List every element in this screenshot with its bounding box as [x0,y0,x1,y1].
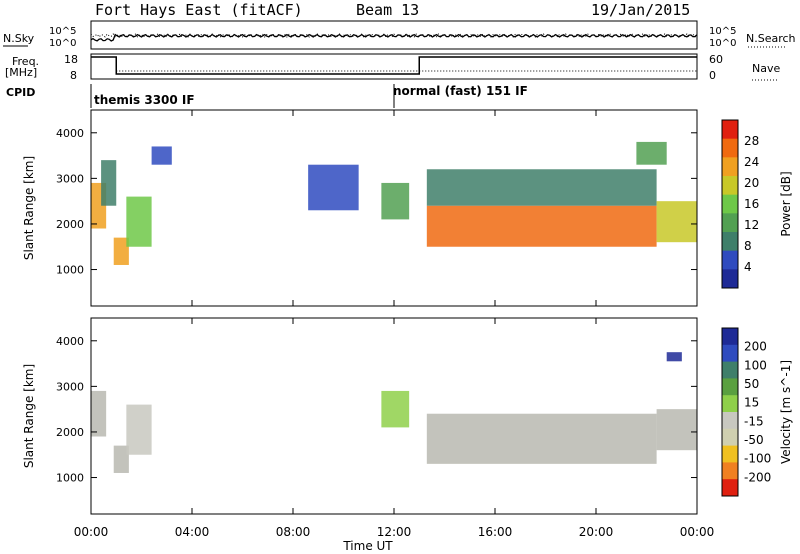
power-region [381,182,410,220]
colorbar-tick-label: -200 [744,470,771,484]
noise-tick-high-right: 10^5 [709,26,737,37]
power-region [151,146,172,165]
colorbar-tick-label: -100 [744,452,771,466]
y-axis-label: Slant Range [km] [22,364,36,468]
velocity-region [113,445,129,473]
freq-label: Freq. [12,55,40,68]
colorbar-swatch [722,344,738,363]
x-tick-label: 12:00 [377,525,412,539]
x-tick-label: 08:00 [276,525,311,539]
station-title: Fort Hays East (fitACF) [95,1,303,19]
y-tick-label: 4000 [56,127,84,140]
cpid-segment-1: themis 3300 IF [94,93,195,107]
y-tick-label: 4000 [56,335,84,348]
velocity-region [126,404,152,455]
y-tick-label: 3000 [56,172,84,185]
velocity-region [91,390,107,437]
colorbar-swatch [722,232,738,252]
colorbar-swatch [722,269,738,289]
power-region [426,169,657,206]
velocity-region [666,352,682,362]
cpid-label: CPID [6,86,36,99]
colorbar-swatch [722,138,738,158]
power-region [426,205,657,247]
date-label: 19/Jan/2015 [591,1,691,19]
x-tick-label: 16:00 [478,525,513,539]
colorbar-swatch [722,213,738,233]
velocity-region [381,390,410,428]
colorbar-tick-label: 16 [744,197,759,211]
colorbar-tick-label: 12 [744,218,759,232]
colorbar-label: Velocity [m s^-1] [779,360,793,464]
colorbar-tick-label: 4 [744,260,752,274]
freq-tick-low: 8 [70,69,77,82]
colorbar-swatch [722,445,738,463]
colorbar-swatch [722,250,738,270]
noise-tick-low-right: 10^0 [709,38,737,49]
y-tick-label: 1000 [56,472,84,485]
power-region [101,160,117,206]
colorbar-tick-label: 20 [744,176,759,190]
x-axis-label: Time UT [342,539,393,553]
colorbar-tick-label: -50 [744,433,764,447]
colorbar-swatch [722,395,738,413]
colorbar-tick-label: 200 [744,340,767,354]
cpid-segment-2: normal (fast) 151 IF [393,84,528,98]
colorbar-tick-label: 24 [744,155,759,169]
y-tick-label: 1000 [56,264,84,277]
colorbar-swatch [722,428,738,447]
colorbar-swatch [722,361,738,379]
nave-tick-high: 60 [709,53,723,66]
freq-unit-label: [MHz] [5,66,38,79]
colorbar-swatch [722,176,738,196]
velocity-region [656,409,697,451]
colorbar-swatch [722,479,738,497]
x-tick-label: 00:00 [680,525,715,539]
y-tick-label: 3000 [56,380,84,393]
colorbar-swatch [722,194,738,214]
colorbar-tick-label: 100 [744,358,767,372]
colorbar-frame [721,327,739,497]
colorbar-swatch [722,157,738,177]
power-region [126,196,152,247]
freq-line [91,56,697,75]
y-axis-label: Slant Range [km] [22,156,36,260]
freq-tick-high: 18 [64,53,78,66]
colorbar-swatch [722,328,738,346]
colorbar-tick-label: -15 [744,414,764,428]
power-region [656,201,697,243]
noise-tick-high-left: 10^5 [49,26,77,37]
power-region [113,237,129,265]
colorbar-tick-label: 8 [744,239,752,253]
freq-panel-frame [90,53,698,80]
nave-label: Nave [752,62,781,75]
x-tick-label: 04:00 [175,525,210,539]
colorbar-swatch [722,120,738,140]
power-region [308,164,359,211]
colorbar-swatch [722,462,738,480]
colorbar-swatch [722,412,738,430]
x-tick-label: 00:00 [74,525,109,539]
colorbar-frame [721,119,739,289]
nsky-line [90,33,698,42]
nave-tick-low: 0 [709,69,716,82]
colorbar-tick-label: 15 [744,396,759,410]
power-region [636,141,667,165]
colorbar-tick-label: 50 [744,377,759,391]
nsky-label: N.Sky [3,32,35,45]
noise-tick-low-left: 10^0 [49,38,77,49]
nsearch-line [90,33,698,38]
colorbar-label: Power [dB] [779,171,793,236]
colorbar-swatch [722,378,738,396]
y-tick-label: 2000 [56,426,84,439]
colorbar-tick-label: 28 [744,134,759,148]
nsearch-label: N.Search [746,32,796,45]
beam-label: Beam 13 [356,1,420,19]
x-tick-label: 20:00 [579,525,614,539]
velocity-region [426,413,657,464]
y-tick-label: 2000 [56,218,84,231]
